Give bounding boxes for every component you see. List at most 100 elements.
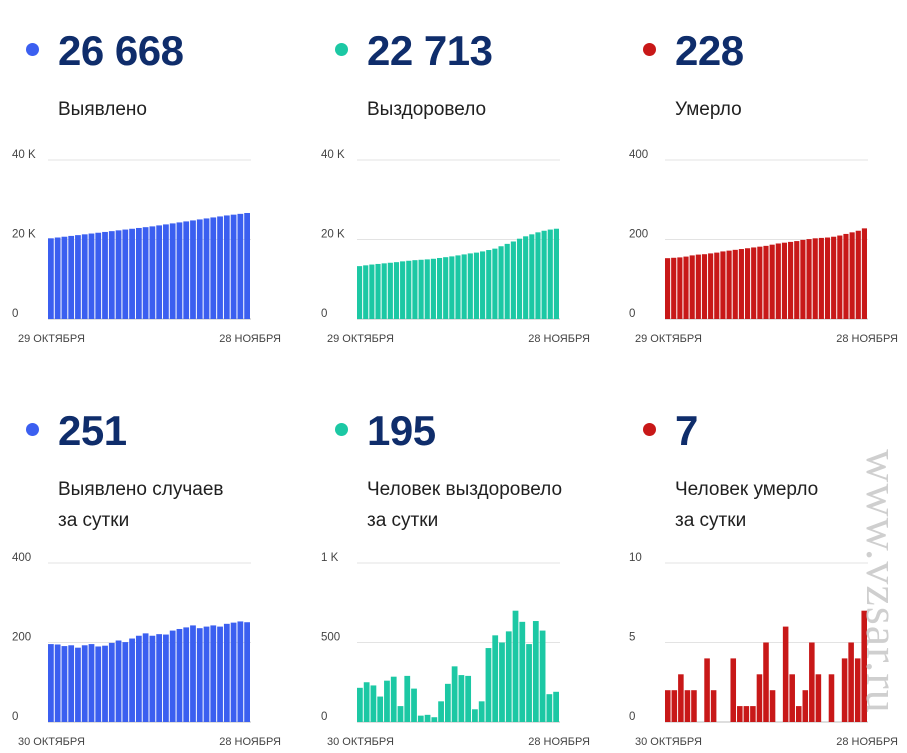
stat-label: Выявлено случаев за сутки bbox=[58, 474, 223, 536]
bar bbox=[149, 226, 156, 319]
bar bbox=[431, 717, 438, 722]
bar bbox=[535, 232, 541, 319]
stat-value: 251 bbox=[58, 407, 127, 454]
bar bbox=[384, 680, 390, 722]
bar bbox=[411, 688, 417, 722]
y-tick-label: 200 bbox=[12, 632, 31, 644]
bar bbox=[424, 714, 431, 722]
y-tick-label: 0 bbox=[321, 308, 327, 320]
bar bbox=[516, 238, 523, 319]
bar bbox=[418, 259, 424, 319]
bar bbox=[800, 239, 806, 319]
bar bbox=[701, 254, 708, 319]
bar bbox=[486, 250, 492, 319]
bar bbox=[217, 626, 223, 722]
y-tick-label: 0 bbox=[12, 711, 18, 723]
bar bbox=[505, 631, 512, 722]
stat-label-line: Умерло bbox=[675, 99, 742, 120]
bar bbox=[671, 690, 678, 722]
bar bbox=[512, 610, 519, 722]
bar bbox=[763, 245, 769, 319]
bar bbox=[436, 257, 443, 319]
bar bbox=[809, 642, 815, 722]
bar bbox=[861, 610, 867, 722]
bar bbox=[404, 675, 411, 722]
legend-dot bbox=[26, 43, 39, 56]
bar bbox=[387, 262, 393, 319]
bar bbox=[708, 253, 714, 319]
stat-value: 195 bbox=[367, 407, 436, 454]
bar bbox=[48, 644, 54, 722]
bar bbox=[824, 237, 831, 319]
bar-chart: 0 20 K 40 K 29 ОКТЯБРЯ 28 НОЯБРЯ bbox=[321, 149, 590, 345]
panel-recovered-total: 22 713 Выздоровело 0 20 K 40 K 29 ОКТЯБРЯ 28 Н… bbox=[309, 0, 609, 370]
bar bbox=[363, 265, 369, 319]
stat-label-line: Человек выздоровело bbox=[367, 479, 563, 500]
bar bbox=[732, 249, 738, 319]
bar bbox=[183, 221, 190, 319]
legend-dot bbox=[335, 43, 348, 56]
bar bbox=[744, 248, 751, 319]
bar bbox=[183, 627, 190, 722]
stat-label-line: за сутки bbox=[675, 510, 747, 531]
bar bbox=[831, 236, 837, 319]
bar bbox=[730, 658, 737, 722]
bar bbox=[848, 642, 854, 722]
bar bbox=[95, 232, 102, 319]
bar bbox=[547, 229, 553, 319]
bar bbox=[75, 647, 81, 722]
bar bbox=[695, 254, 701, 319]
bar bbox=[789, 674, 795, 722]
bar bbox=[108, 231, 115, 319]
legend-dot bbox=[26, 423, 39, 436]
bar bbox=[196, 628, 203, 722]
bar bbox=[769, 244, 775, 319]
bar bbox=[377, 696, 384, 722]
bar bbox=[837, 235, 843, 319]
bar bbox=[480, 251, 486, 319]
bar bbox=[237, 621, 244, 722]
bar bbox=[782, 626, 789, 722]
bar bbox=[122, 642, 129, 722]
bar bbox=[775, 243, 781, 319]
bar bbox=[467, 253, 473, 319]
bar bbox=[843, 233, 849, 319]
bar bbox=[390, 676, 397, 722]
bar bbox=[458, 675, 465, 722]
bar bbox=[750, 706, 756, 722]
x-end-label: 28 НОЯБРЯ bbox=[528, 736, 590, 748]
bar bbox=[504, 243, 510, 319]
y-tick-label: 500 bbox=[321, 632, 340, 644]
stat-value: 228 bbox=[675, 27, 744, 74]
bar bbox=[455, 255, 461, 319]
bar bbox=[102, 231, 108, 319]
bar bbox=[818, 237, 824, 319]
stat-label-line: Выздоровело bbox=[367, 99, 487, 120]
bar bbox=[176, 628, 183, 722]
bar bbox=[135, 227, 142, 319]
panel-deaths-daily: 7 Человек умерло за сутки 0 5 10 30 ОКТЯБРЯ 28 … bbox=[617, 380, 907, 750]
bar bbox=[473, 252, 480, 319]
y-tick-label: 0 bbox=[12, 308, 18, 320]
bar bbox=[230, 622, 237, 723]
bar bbox=[812, 238, 818, 319]
stat-value: 7 bbox=[675, 407, 698, 454]
y-tick-label: 20 K bbox=[321, 229, 345, 241]
x-start-label: 29 ОКТЯБРЯ bbox=[635, 333, 702, 345]
bar bbox=[529, 234, 535, 319]
bar bbox=[691, 690, 697, 722]
bar bbox=[115, 230, 122, 319]
bar-chart: 0 200 400 30 ОКТЯБРЯ 28 НОЯБРЯ bbox=[12, 552, 281, 748]
y-tick-label: 0 bbox=[629, 711, 635, 723]
y-tick-label: 10 bbox=[629, 552, 642, 564]
bar bbox=[68, 235, 75, 319]
bar-chart: 0 20 K 40 K 29 ОКТЯБРЯ 28 НОЯБРЯ bbox=[12, 149, 281, 345]
bar bbox=[757, 246, 763, 319]
bar bbox=[443, 257, 449, 319]
y-tick-label: 0 bbox=[629, 308, 635, 320]
bar bbox=[369, 264, 375, 319]
bar bbox=[438, 701, 444, 722]
legend-dot bbox=[643, 423, 656, 436]
bar bbox=[449, 256, 455, 319]
bar-chart: 0 200 400 29 ОКТЯБРЯ 28 НОЯБРЯ bbox=[629, 149, 898, 345]
